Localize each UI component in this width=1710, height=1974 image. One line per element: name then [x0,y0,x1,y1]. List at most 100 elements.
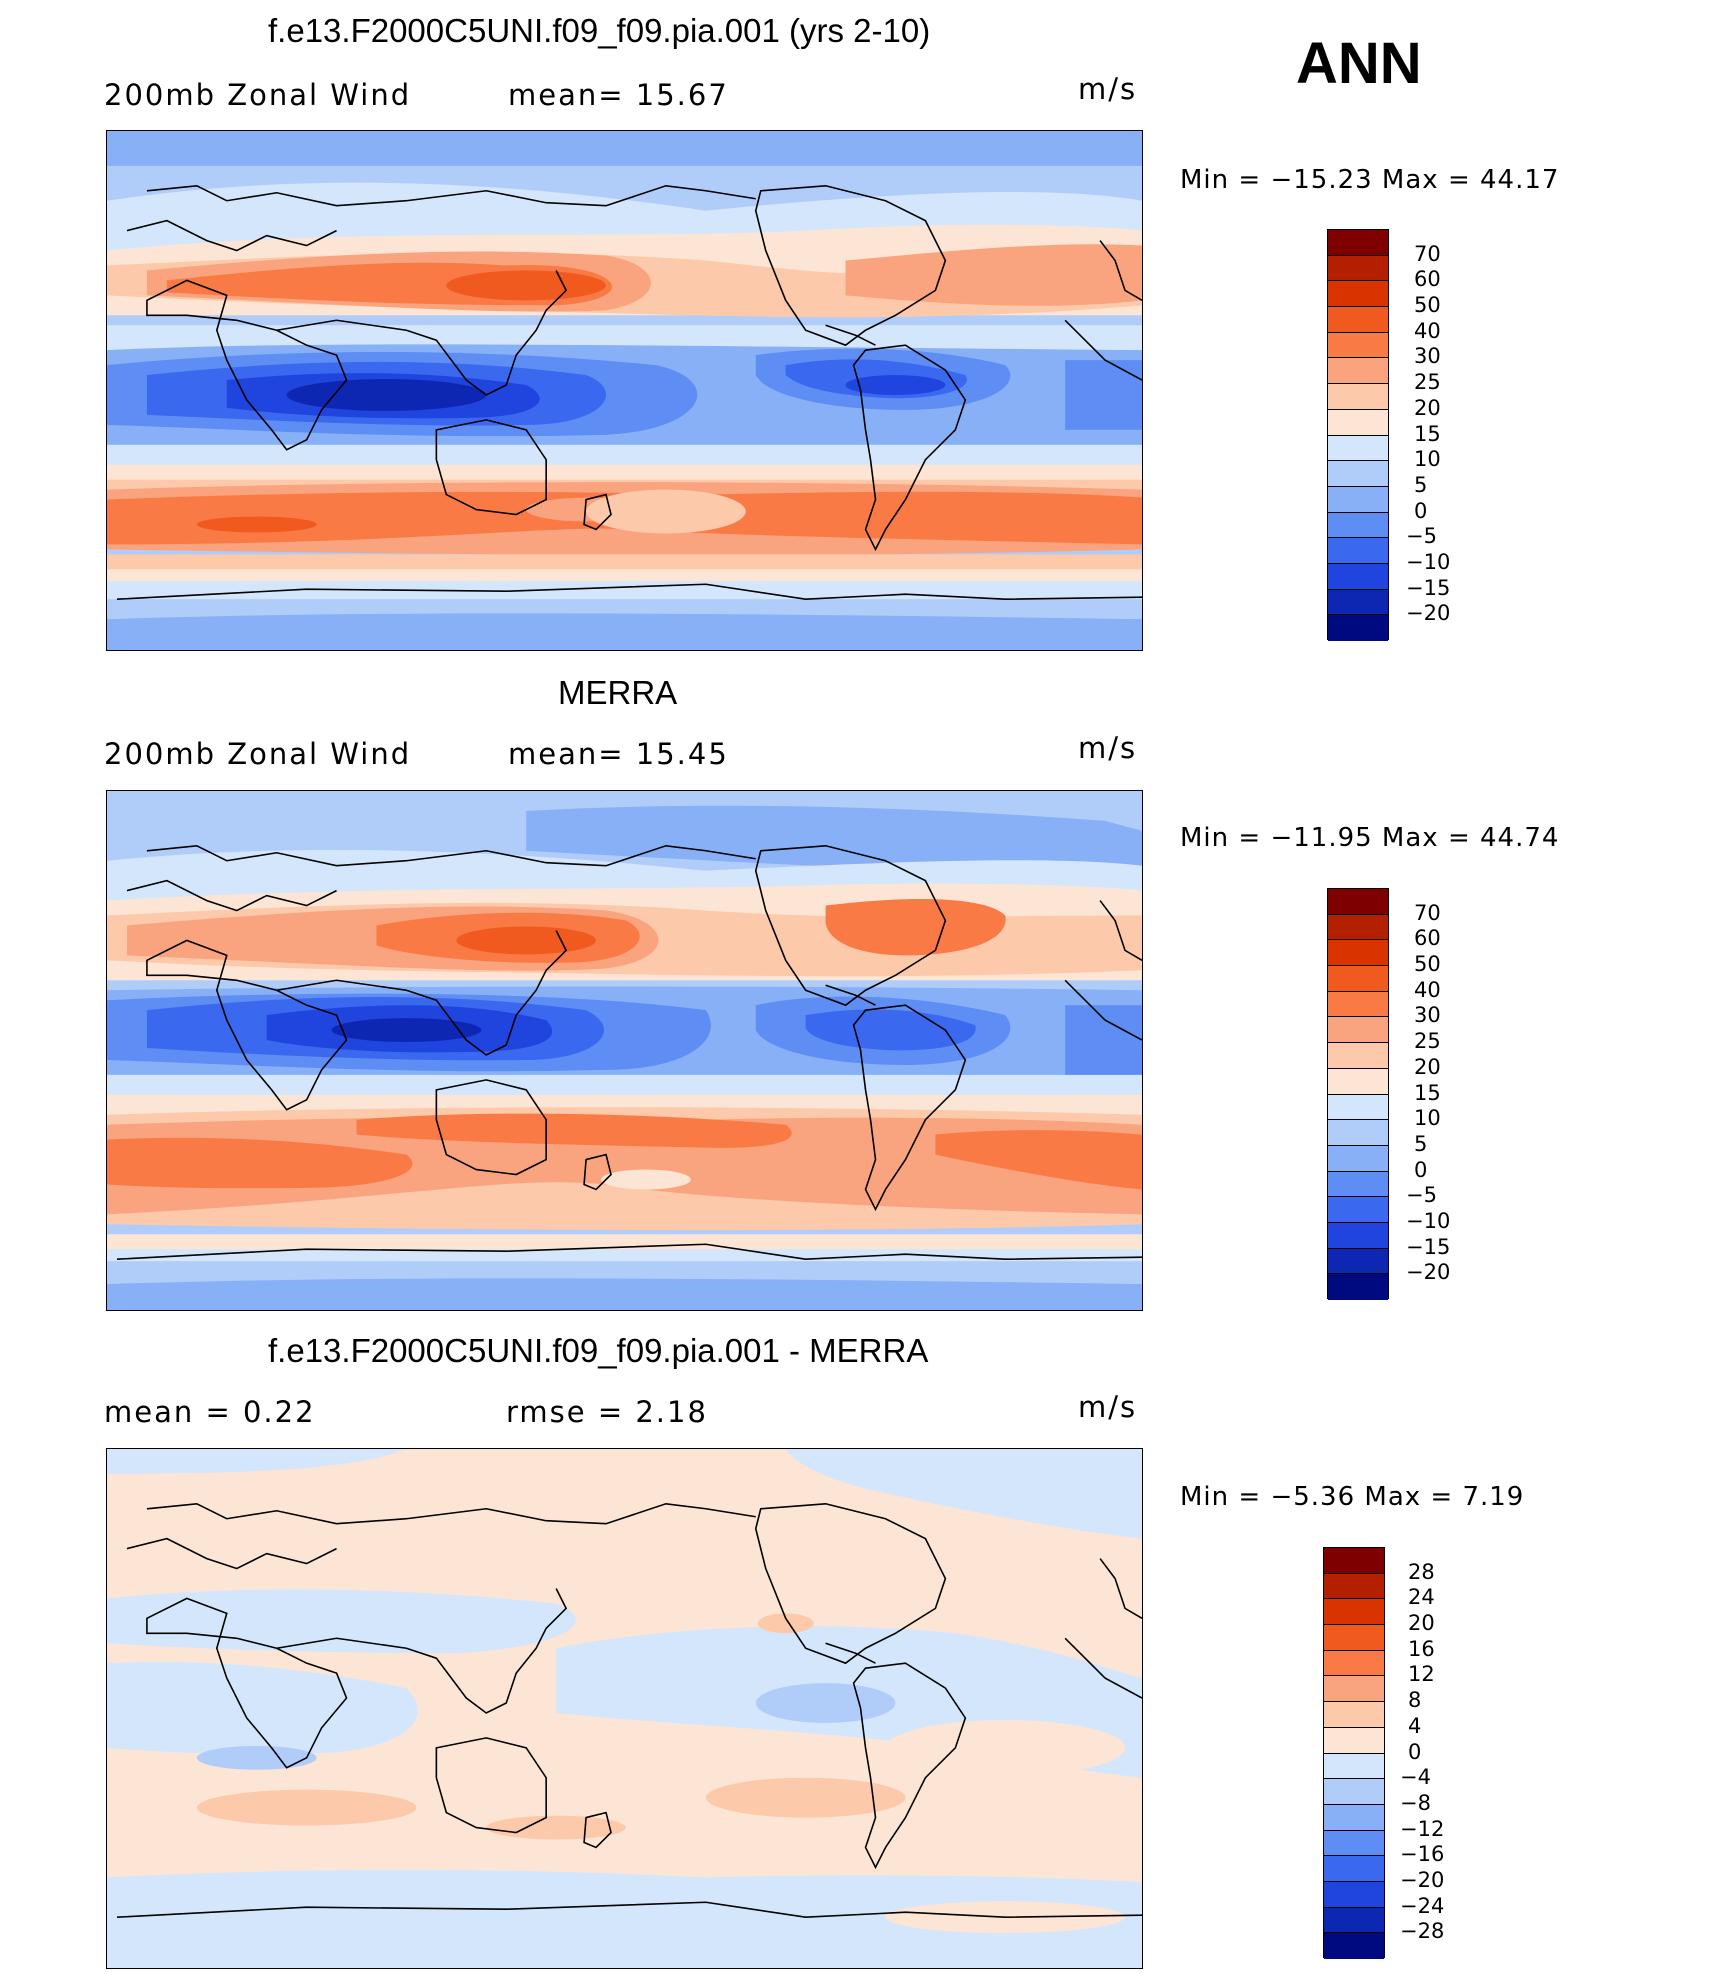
colorbar-swatch [1328,1068,1388,1095]
panel2-mean-label: mean= 15.45 [508,737,729,771]
colorbar-tick-label: −12 [1400,1816,1445,1841]
colorbar-tick-label: 30 [1414,344,1441,369]
colorbar-swatch [1324,1599,1384,1626]
colorbar-swatch [1328,1120,1388,1146]
colorbar-tick-label: 8 [1408,1688,1422,1713]
colorbar-swatch [1328,615,1388,641]
colorbar-swatch [1328,358,1388,385]
colorbar-tick-label: 12 [1408,1662,1435,1687]
colorbar-tick-label: 70 [1414,241,1441,266]
colorbar-tick-label: −20 [1406,601,1451,626]
colorbar-tick-label: −15 [1406,1234,1451,1259]
colorbar-tick-label: 15 [1414,421,1441,446]
colorbar-swatch [1328,307,1388,333]
panel2-units: m/s [1078,731,1138,765]
difference-wind-contours [107,1449,1142,1968]
panel3-rmse-label: rmse = 2.18 [506,1395,708,1429]
difference-wind-map [106,1448,1143,1969]
colorbar-swatch [1324,1804,1384,1831]
panel2-left-label: 200mb Zonal Wind [104,737,412,771]
colorbar-tick-label: 25 [1414,370,1441,395]
colorbar-swatch [1324,1753,1384,1780]
colorbar-swatch [1328,1197,1388,1223]
colorbar-swatch [1328,1094,1388,1121]
colorbar-swatch [1328,914,1388,941]
colorbar-swatch [1324,1907,1384,1934]
colorbar-tick-label: −5 [1406,524,1437,549]
colorbar-swatch [1328,281,1388,308]
colorbar-tick-label: 0 [1414,498,1428,523]
colorbar-swatch [1328,255,1388,282]
colorbar-tick-label: 50 [1414,293,1441,318]
colorbar-swatch [1328,563,1388,590]
colorbar-tick-label: 50 [1414,952,1441,977]
colorbar-swatch [1328,589,1388,616]
panel1-left-label: 200mb Zonal Wind [104,78,412,112]
panel2-min-max: Min = −11.95 Max = 44.74 [1180,823,1560,853]
season-label: ANN [1296,31,1422,96]
colorbar-tick-label: 20 [1414,1054,1441,1079]
colorbar-swatch [1324,1830,1384,1857]
colorbar-tick-label: −5 [1406,1183,1437,1208]
colorbar-swatch [1328,435,1388,462]
colorbar-tick-label: −4 [1400,1765,1431,1790]
merra-colorbar [1327,888,1389,1300]
model-colorbar [1327,229,1389,641]
colorbar-swatch [1324,1779,1384,1805]
colorbar-swatch [1328,538,1388,564]
colorbar-swatch [1324,1727,1384,1754]
colorbar-tick-label: 28 [1408,1559,1435,1584]
colorbar-swatch [1324,1676,1384,1703]
colorbar-tick-label: −20 [1400,1867,1445,1892]
colorbar-tick-label: 30 [1414,1003,1441,1028]
colorbar-swatch [1324,1881,1384,1908]
colorbar-tick-label: −28 [1400,1919,1445,1944]
colorbar-swatch [1328,1043,1388,1069]
colorbar-swatch [1328,1171,1388,1198]
difference-colorbar [1323,1547,1385,1959]
panel1-units: m/s [1078,72,1138,106]
colorbar-tick-label: 0 [1408,1739,1422,1764]
panel1-min-max: Min = −15.23 Max = 44.17 [1180,165,1560,195]
colorbar-tick-label: 10 [1414,1106,1441,1131]
colorbar-swatch [1328,384,1388,410]
merra-wind-map [106,790,1143,1311]
panel1-mean-label: mean= 15.67 [508,78,729,112]
colorbar-tick-label: −10 [1406,1208,1451,1233]
colorbar-tick-label: 60 [1414,267,1441,292]
colorbar-swatch [1324,1856,1384,1882]
colorbar-tick-label: −10 [1406,549,1451,574]
panel3-title: f.e13.F2000C5UNI.f09_f09.pia.001 - MERRA [268,1332,929,1369]
panel2-title: MERRA [558,674,678,711]
colorbar-swatch [1328,1248,1388,1275]
colorbar-tick-label: 5 [1414,472,1428,497]
colorbar-swatch [1324,1933,1384,1959]
panel3-mean-label: mean = 0.22 [104,1395,316,1429]
colorbar-tick-label: 20 [1408,1611,1435,1636]
colorbar-tick-label: −20 [1406,1260,1451,1285]
colorbar-swatch [1328,461,1388,487]
colorbar-swatch [1328,1222,1388,1249]
colorbar-swatch [1328,1145,1388,1172]
colorbar-swatch [1328,486,1388,513]
merra-wind-contours [107,791,1142,1310]
colorbar-tick-label: −8 [1400,1790,1431,1815]
colorbar-tick-label: 4 [1408,1713,1422,1738]
colorbar-swatch [1328,889,1388,915]
panel3-min-max: Min = −5.36 Max = 7.19 [1180,1482,1525,1512]
colorbar-tick-label: 25 [1414,1029,1441,1054]
colorbar-swatch [1328,940,1388,967]
colorbar-tick-label: 40 [1414,977,1441,1002]
colorbar-tick-label: 70 [1414,900,1441,925]
colorbar-swatch [1328,332,1388,359]
colorbar-tick-label: 20 [1414,395,1441,420]
colorbar-swatch [1328,966,1388,992]
colorbar-tick-label: 60 [1414,926,1441,951]
colorbar-swatch [1324,1650,1384,1677]
colorbar-tick-label: −15 [1406,575,1451,600]
colorbar-tick-label: −16 [1400,1842,1445,1867]
colorbar-tick-label: 5 [1414,1131,1428,1156]
colorbar-swatch [1328,1274,1388,1300]
colorbar-swatch [1328,230,1388,256]
colorbar-swatch [1324,1702,1384,1728]
